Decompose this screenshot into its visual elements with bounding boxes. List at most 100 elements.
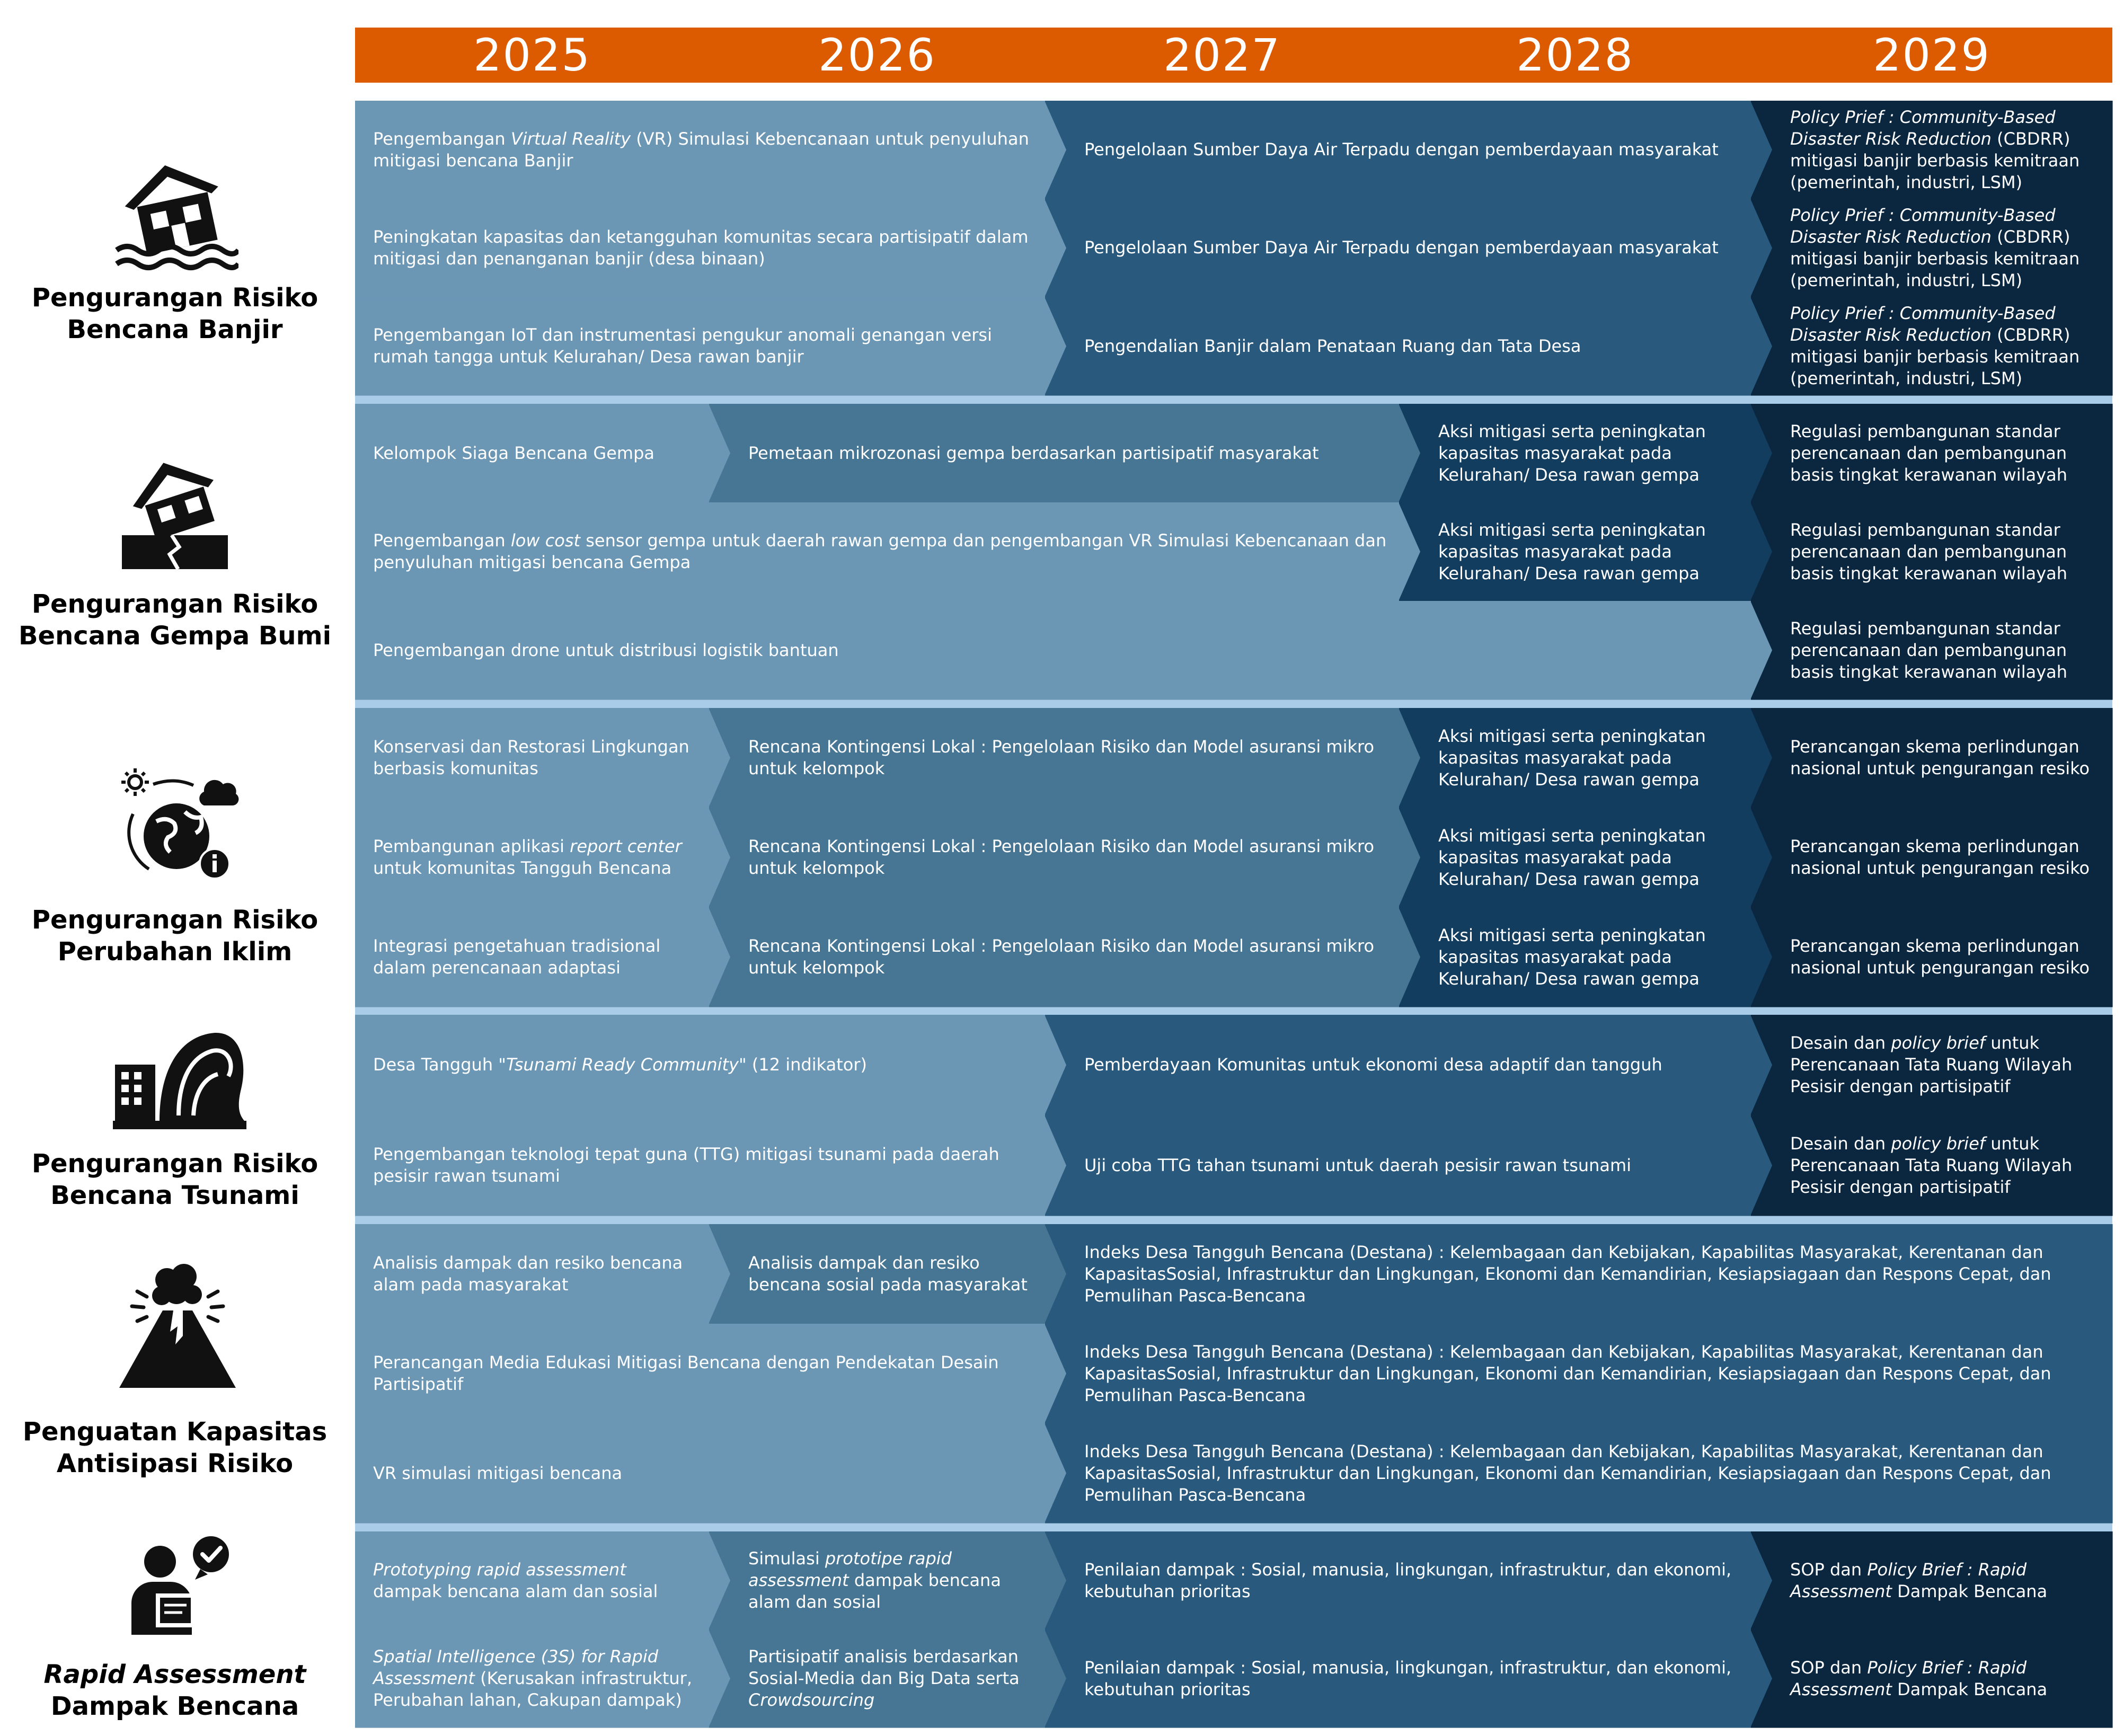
roadmap-bar-capacity [1045, 1224, 2113, 1324]
roadmap-cell-text: Kelompok Siaga Bencana Gempa [373, 442, 654, 463]
roadmap-bar-climate [1751, 708, 2113, 808]
roadmap-cell-text: Penilaian dampak : Sosial, manusia, ling… [1084, 1559, 1732, 1601]
category-separator [355, 699, 2112, 708]
roadmap-cell-climate: Rencana Kontingensi Lokal : Pengelolaan … [748, 708, 1388, 808]
roadmap-bar-capacity [1045, 1324, 2113, 1424]
roadmap-cell-text: Pemberdayaan Komunitas untuk ekonomi des… [1084, 1055, 1662, 1075]
roadmap-cell-climate: Aksi mitigasi serta peningkatan kapasita… [1438, 907, 1740, 1007]
volcano-eruption-icon [119, 1264, 236, 1388]
roadmap-bar-climate [709, 907, 1400, 1007]
arrow-tip [1750, 404, 1772, 502]
roadmap-bar-rapid [1045, 1629, 1751, 1728]
roadmap-cell-flood: Policy Prief : Community-Based Disaster … [1790, 297, 2102, 395]
roadmap-cell-text: Regulasi pembangunan standar perencanaan… [1790, 519, 2068, 583]
arrow-tip [1750, 502, 1772, 601]
roadmap-cell-rapid: SOP dan Policy Brief : Rapid Assessment … [1790, 1531, 2102, 1629]
category-separator [355, 395, 2112, 404]
roadmap-cell-text: Indeks Desa Tangguh Bencana (Destana) : … [1084, 1242, 2051, 1306]
arrow-tip [1750, 297, 1772, 395]
roadmap-cell-text: Perancangan skema perlindungan nasional … [1790, 836, 2090, 878]
arrow-tip [1399, 907, 1420, 1007]
roadmap-bar-rapid [355, 1629, 710, 1728]
category-label-tsunami: Pengurangan Risiko Bencana Tsunami [31, 1149, 318, 1210]
arrow-tip [1045, 1629, 1066, 1728]
arrow-tip [1750, 808, 1772, 907]
roadmap-bar-tsunami [355, 1015, 1046, 1116]
roadmap-bar-climate [355, 907, 710, 1007]
arrow-tip [709, 1629, 730, 1728]
roadmap-cell-text: VR simulasi mitigasi bencana [373, 1463, 623, 1483]
roadmap-bar-flood [1045, 101, 1751, 199]
roadmap-cell-climate: Rencana Kontingensi Lokal : Pengelolaan … [748, 808, 1388, 907]
year-label-2026: 2026 [818, 29, 936, 81]
roadmap-cell-flood: Pengelolaan Sumber Daya Air Terpadu deng… [1084, 101, 1740, 199]
arrow-tip [1750, 907, 1772, 1007]
roadmap-cell-text: Pengembangan Virtual Reality (VR) Simula… [373, 128, 1029, 171]
roadmap-cell-tsunami: Desain dan policy brief untuk Perencanaa… [1790, 1015, 2102, 1115]
roadmap-cell-text: Pengelolaan Sumber Daya Air Terpadu deng… [1084, 139, 1719, 160]
flooded-house-icon [115, 165, 238, 270]
roadmap-bar-earthquake [1399, 404, 1751, 503]
roadmap-cell-rapid: Partisipatif analisis berdasarkan Sosial… [748, 1629, 1034, 1728]
roadmap-bar-climate [709, 808, 1400, 908]
roadmap-cell-climate: Aksi mitigasi serta peningkatan kapasita… [1438, 708, 1740, 808]
roadmap-bar-capacity [355, 1423, 1046, 1524]
category-label-flood: Pengurangan Risiko Bencana Banjir [31, 283, 318, 344]
roadmap-cell-text: Uji coba TTG tahan tsunami untuk daerah … [1084, 1155, 1632, 1175]
roadmap-cell-text: Desain dan policy brief untuk Perencanaa… [1790, 1133, 2073, 1197]
roadmap-cell-text: Prototyping rapid assessment dampak benc… [373, 1559, 658, 1601]
arrow-tip [1750, 601, 1772, 699]
roadmap-cell-text: Peningkatan kapasitas dan ketangguhan ko… [373, 226, 1029, 269]
roadmap-bar-tsunami [1045, 1015, 1751, 1116]
climate-change-globe-icon [121, 768, 239, 880]
arrow-tip [1399, 502, 1420, 601]
roadmap-cell-rapid: SOP dan Policy Brief : Rapid Assessment … [1790, 1629, 2102, 1728]
roadmap-cell-text: Policy Prief : Community-Based Disaster … [1790, 303, 2080, 389]
roadmap-cell-earthquake: Pengembangan drone untuk distribusi logi… [373, 601, 1740, 699]
roadmap-bar-climate [709, 708, 1400, 808]
category-label-climate: Pengurangan Risiko Perubahan Iklim [31, 905, 318, 967]
arrow-tip [709, 907, 730, 1007]
roadmap-cell-capacity: Perancangan Media Edukasi Mitigasi Benca… [373, 1324, 1034, 1423]
roadmap-bar-flood [1751, 101, 2113, 199]
roadmap-cell-rapid: Simulasi prototipe rapid assessment damp… [748, 1531, 1034, 1629]
arrow-tip [1750, 1115, 1772, 1216]
roadmap-cell-text: Aksi mitigasi serta peningkatan kapasita… [1438, 825, 1706, 889]
roadmap-cell-text: Indeks Desa Tangguh Bencana (Destana) : … [1084, 1341, 2051, 1405]
roadmap-cell-flood: Pengelolaan Sumber Daya Air Terpadu deng… [1084, 199, 1740, 297]
roadmap-bar-earthquake [1751, 601, 2113, 700]
roadmap-cell-text: Partisipatif analisis berdasarkan Sosial… [748, 1646, 1020, 1710]
arrow-tip [1750, 101, 1772, 199]
roadmap-cell-tsunami: Pemberdayaan Komunitas untuk ekonomi des… [1084, 1015, 1740, 1115]
roadmap-bar-capacity [709, 1224, 1046, 1324]
roadmap-cell-text: Rencana Kontingensi Lokal : Pengelolaan … [748, 737, 1375, 778]
roadmap-cell-climate: Konservasi dan Restorasi Lingkungan berb… [373, 708, 698, 808]
roadmap-cell-capacity: Indeks Desa Tangguh Bencana (Destana) : … [1084, 1423, 2102, 1523]
roadmap-cell-text: Pengembangan low cost sensor gempa untuk… [373, 530, 1387, 572]
roadmap-cell-earthquake: Regulasi pembangunan standar perencanaan… [1790, 404, 2102, 502]
arrow-tip [709, 708, 730, 808]
roadmap-cell-earthquake: Aksi mitigasi serta peningkatan kapasita… [1438, 404, 1740, 502]
category-separator [355, 1007, 2112, 1015]
roadmap-cell-earthquake: Regulasi pembangunan standar perencanaan… [1790, 502, 2102, 601]
roadmap-bar-earthquake [355, 404, 710, 503]
category-separator [355, 1523, 2112, 1531]
arrow-tip [1750, 708, 1772, 808]
arrow-tip [1045, 1531, 1066, 1629]
roadmap-cell-climate: Rencana Kontingensi Lokal : Pengelolaan … [748, 907, 1388, 1007]
roadmap-cell-text: Spatial Intelligence (3S) for Rapid Asse… [373, 1646, 692, 1710]
roadmap-bar-rapid [1751, 1629, 2113, 1728]
arrow-tip [1399, 708, 1420, 808]
roadmap-bar-flood [1045, 199, 1751, 298]
roadmap-cell-climate: Perancangan skema perlindungan nasional … [1790, 808, 2102, 907]
year-label-2029: 2029 [1873, 29, 1990, 81]
roadmap-cell-text: Perancangan skema perlindungan nasional … [1790, 936, 2090, 978]
roadmap-cell-climate: Integrasi pengetahuan tradisional dalam … [373, 907, 698, 1007]
roadmap-cell-rapid: Penilaian dampak : Sosial, manusia, ling… [1084, 1531, 1740, 1629]
arrow-tip [1045, 1015, 1066, 1115]
person-assessment-check-icon [131, 1536, 229, 1635]
category-label-capacity: Penguatan Kapasitas Antisipasi Risiko [22, 1417, 328, 1478]
roadmap-bar-capacity [355, 1224, 710, 1324]
arrow-tip [709, 808, 730, 907]
arrow-tip [1045, 101, 1066, 199]
